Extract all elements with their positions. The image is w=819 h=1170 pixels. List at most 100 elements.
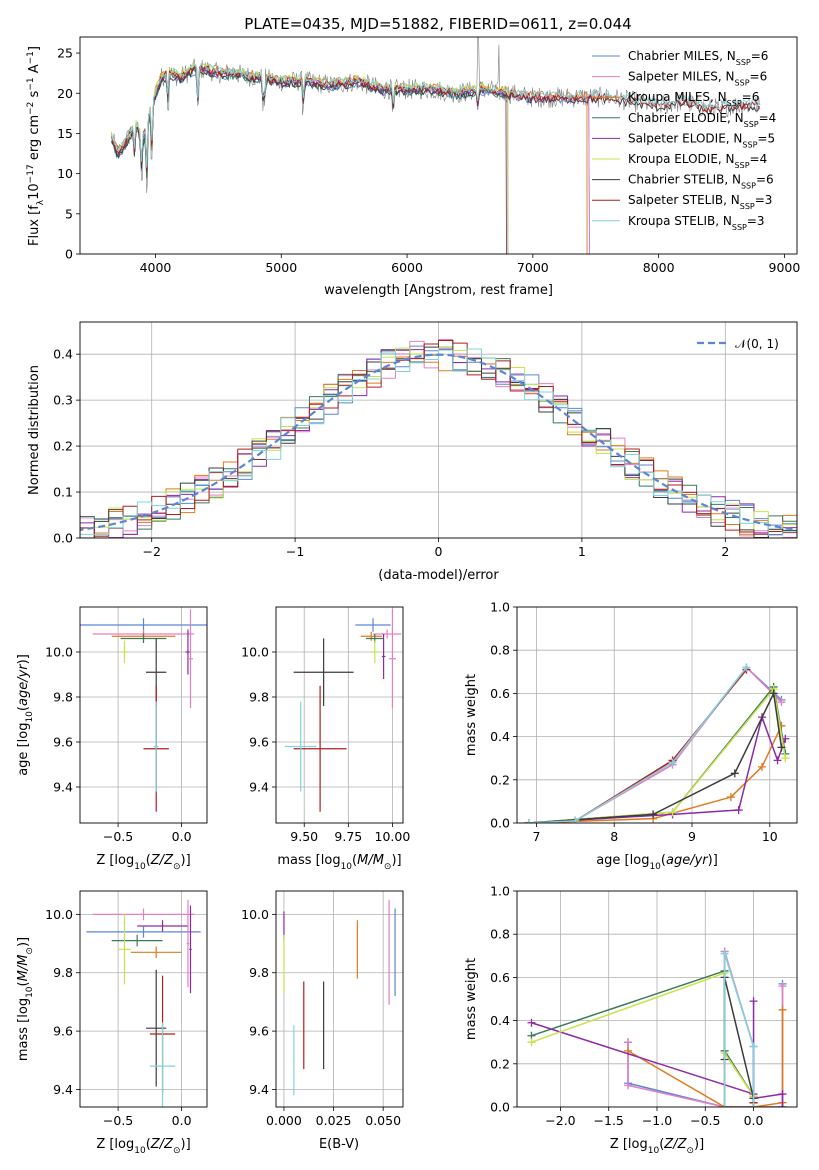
legend-sub: SSP [742,140,757,149]
weight-marker [758,762,766,771]
weight-line [723,952,755,1107]
weight-line [724,1102,755,1107]
legend-text: Kroupa MILES, N [628,90,727,104]
plot-area [80,607,207,823]
x-tick-label: 7000 [517,260,549,275]
x-axis-label: (data-model)/error [378,568,499,583]
y-axis-label: mass [log10(M/M⊙)] [16,937,35,1061]
label-part: ⊙ [384,862,392,872]
label-part: s [27,90,42,101]
mass-vs-Z-panel: −0.5 0.09.49.69.810.0Z [log10(Z/Z⊙)]mass … [16,890,208,1156]
legend-sub: SSP [727,99,742,108]
x-tick-label: 9 [688,829,696,844]
weight-marker [778,1090,787,1099]
weight-marker [624,1081,633,1090]
y-tick-label: 10.0 [241,907,269,922]
label-part: age [log [596,853,649,868]
legend-tail: =6 [756,173,774,187]
y-tick-label: 9.6 [249,1024,269,1039]
y-tick-label: 9.4 [249,1082,269,1097]
label-part: mass [log [277,853,340,868]
y-tick-label: 0.1 [53,485,73,500]
y-tick-label: 9.4 [53,1082,73,1097]
plot-area [517,891,797,1107]
label-part: mass [log [16,998,31,1061]
label-part: Flux [f [27,205,42,246]
weight-marker [734,806,743,815]
x-axis-label: wavelength [Angstrom, rest frame] [324,283,553,298]
x-tick-label: 2 [721,544,729,559]
x-tick-label: 8 [610,829,618,844]
legend-label: Salpeter STELIB, NSSP=3 [628,193,772,211]
label-part: M/M [16,955,31,982]
label-part: 10 [648,1146,660,1156]
y-tick-label: 0.6 [490,970,510,985]
model-spectrum [111,62,760,168]
legend-sub: SSP [732,222,747,231]
legend-text: Salpeter STELIB, N [628,193,740,207]
label-part: ( [16,706,31,711]
label-part: 10 [649,862,661,872]
plot-area [276,891,403,1107]
label-part: Z [log [96,853,134,868]
x-tick-label: −2 [142,544,160,559]
y-tick-label: 0.4 [490,1013,510,1028]
weight-marker [781,754,790,763]
plot-area [80,891,207,1107]
y-tick-label: 0.4 [53,347,73,362]
y-tick-label: 20 [57,86,73,101]
weight-marker [527,1018,536,1027]
label-part: −17 [26,164,36,183]
figure-title: PLATE=0435, MJD=51882, FIBERID=0611, z=0… [244,15,631,33]
weight-marker [720,1103,729,1107]
label-part: erg cm [27,115,42,164]
weight-marker [749,997,758,1006]
x-tick-label: 1 [578,544,586,559]
axes-frame [516,890,798,1108]
x-tick-label: 0.0 [172,1113,192,1128]
legend-sub: SSP [736,58,751,67]
legend-tail: =4 [759,111,777,125]
y-tick-label: 0.8 [490,927,510,942]
y-tick-label: 9.8 [249,965,269,980]
label-part: −1 [26,51,36,64]
label-part: age/yr [666,853,709,868]
x-tick-label: −0.5 [103,1113,133,1128]
residual-panel: −2 −1 0 1 2 0.0 0.1 0.2 0.3 0.4 (data-model)/error… [27,321,798,583]
y-tick-label: 0.2 [490,1056,510,1071]
x-tick-label: 9.50 [290,829,318,844]
weight-marker [571,816,580,823]
x-axis-label: Z [log10(Z/Z⊙)] [96,1137,190,1156]
mass-vs-EBV-panel: 0.000 0.025 0.050 9.4 9.6 9.8 10.0 [241,890,404,1128]
x-tick-label: 0.0 [172,829,192,844]
y-tick-label: 9.8 [249,690,269,705]
label-part: Z [log [96,1137,134,1152]
y-tick-label: 0.0 [53,531,73,546]
y-tick-label: 0.8 [490,643,510,658]
label-part: age [log [16,723,31,776]
x-tick-label: 0 [435,544,443,559]
legend-label: Kroupa ELODIE, NSSP=4 [628,152,767,170]
x-tick-label: 5000 [265,260,297,275]
label-part: Z/Z [150,853,174,868]
label-part: ( [146,1137,151,1152]
y-tick-label: 5 [65,206,73,221]
legend-text: Salpeter MILES, N [628,70,735,84]
weight-marker [742,663,751,672]
legend-label: Salpeter ELODIE, NSSP=5 [628,131,775,149]
y-axis-label: mass weight [464,674,479,756]
label-part: −1 [26,77,36,90]
age-vs-mass-panel: 9.50 9.75 10.00 9.4 9.6 9.8 10.0 mass [log10(M/… [241,606,410,872]
x-tick-label: 8000 [643,260,675,275]
y-tick-label: 9.6 [249,735,269,750]
plot-area [276,607,403,823]
axes-frame [516,606,798,824]
label-part: )] [181,853,191,868]
age-vs-Z-panel: −0.5 0.09.49.69.810.0Z [log10(Z/Z⊙)]age [… [16,606,208,872]
x-tick-label: 7 [532,829,540,844]
weight-line [528,666,782,823]
axes-frame [275,890,404,1108]
label-part: ( [352,853,357,868]
legend-text: Kroupa ELODIE, N [628,152,735,166]
